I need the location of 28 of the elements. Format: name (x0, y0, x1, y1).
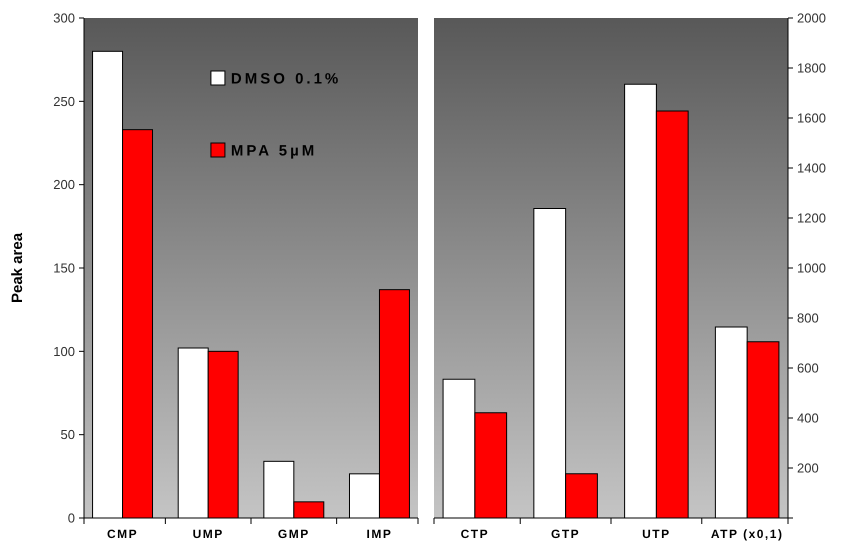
y-tick-label: 200 (53, 177, 75, 192)
x-tick-label: GTP (551, 527, 580, 541)
y2-tick-label: 1800 (797, 60, 826, 76)
legend-label: DMSO 0.1% (230, 70, 342, 88)
y-tick-label: 150 (53, 260, 75, 276)
y2-tick-label: 2000 (797, 10, 826, 26)
y-tick-label: 100 (53, 344, 75, 359)
y2-tick-label: 1400 (797, 160, 826, 176)
y2-tick-label: 1000 (797, 260, 826, 276)
y2-tick-label: 400 (797, 410, 819, 426)
x-tick-label: ATP (x0,1) (710, 527, 784, 541)
legend-label: MPA 5µM (230, 142, 318, 160)
y2-tick-label: 200 (797, 460, 819, 476)
x-tick-label: CMP (106, 527, 138, 541)
x-tick-label: IMP (366, 527, 392, 541)
x-tick-label: GMP (278, 527, 310, 541)
y2-tick-label: 1200 (797, 210, 826, 226)
y2-tick-label: 1600 (797, 110, 826, 126)
y-tick-label: 0 (68, 510, 75, 526)
y-axis-title: Peak area (9, 232, 26, 304)
y-tick-label: 50 (60, 427, 75, 442)
x-tick-label: UTP (642, 527, 671, 541)
x-tick-label: UMP (192, 527, 224, 541)
y-tick-label: 300 (53, 10, 75, 26)
x-tick-label: CTP (460, 527, 490, 541)
y2-tick-label: 600 (797, 360, 819, 376)
y2-tick-label: 800 (797, 310, 819, 326)
y-tick-label: 250 (53, 94, 75, 109)
